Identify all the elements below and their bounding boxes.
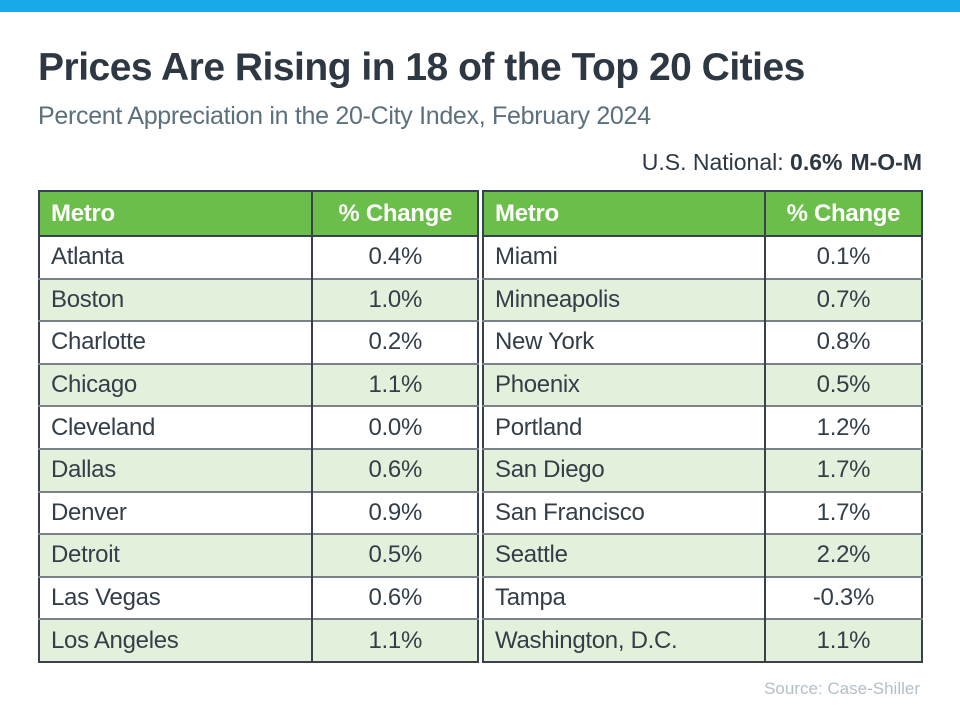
table-row: Denver 0.9% (39, 490, 478, 535)
metro-cell: Minneapolis (483, 277, 765, 322)
metro-cell: Tampa (483, 575, 765, 620)
national-label: U.S. National: (641, 149, 784, 175)
change-cell: 0.2% (311, 320, 478, 364)
left-table: Metro % Change Atlanta 0.4% Boston 1.0% Char… (38, 190, 479, 663)
table-row: Cleveland 0.0% (39, 405, 478, 449)
table-row: Atlanta 0.4% (39, 236, 478, 279)
change-cell: 0.0% (311, 405, 478, 449)
change-cell: 1.1% (311, 618, 478, 662)
source-attribution: Source: Case-Shiller (764, 679, 920, 698)
table-row: San Francisco 1.7% (483, 490, 922, 535)
table-row: Dallas 0.6% (39, 447, 478, 492)
metro-cell: Charlotte (39, 320, 313, 364)
national-suffix: M-O-M (850, 149, 922, 175)
metro-cell: Phoenix (483, 362, 765, 407)
column-header-metro: Metro (483, 191, 765, 237)
change-cell: 0.5% (763, 362, 922, 407)
metro-cell: Miami (483, 236, 765, 279)
table-row: Minneapolis 0.7% (483, 277, 922, 322)
table-row: Washington, D.C. 1.1% (483, 618, 922, 662)
header-row: Metro % Change (39, 191, 478, 237)
national-summary: U.S. National: 0.6% M-O-M (642, 149, 922, 176)
column-header-change: % Change (763, 191, 922, 237)
table-row: San Diego 1.7% (483, 447, 922, 492)
right-table: Metro % Change Miami 0.1% Minneapolis 0.7% N… (482, 190, 923, 663)
metro-cell: Washington, D.C. (483, 618, 765, 662)
metro-cell: Atlanta (39, 236, 313, 279)
change-cell: 1.7% (763, 490, 922, 535)
metro-cell: Boston (39, 277, 313, 322)
metro-cell: New York (483, 320, 765, 364)
change-cell: 0.4% (311, 236, 478, 279)
change-cell: 0.7% (763, 277, 922, 322)
table-row: Charlotte 0.2% (39, 320, 478, 364)
table-row: Las Vegas 0.6% (39, 575, 478, 620)
metro-cell: Chicago (39, 362, 313, 407)
change-cell: -0.3% (763, 575, 922, 620)
left-table-body: Atlanta 0.4% Boston 1.0% Charlotte 0.2% Chicag… (39, 236, 478, 662)
table-row: Detroit 0.5% (39, 533, 478, 577)
metro-cell: Seattle (483, 533, 765, 577)
change-cell: 0.9% (311, 490, 478, 535)
change-cell: 1.0% (311, 277, 478, 322)
table-row: Portland 1.2% (483, 405, 922, 449)
table-row: Seattle 2.2% (483, 533, 922, 577)
metro-cell: Detroit (39, 533, 313, 577)
change-cell: 0.1% (763, 236, 922, 279)
metro-cell: Dallas (39, 447, 313, 492)
metro-cell: San Francisco (483, 490, 765, 535)
change-cell: 1.2% (763, 405, 922, 449)
header-row: Metro % Change (483, 191, 922, 237)
change-cell: 1.1% (311, 362, 478, 407)
table-row: Miami 0.1% (483, 236, 922, 279)
table-row: Tampa -0.3% (483, 575, 922, 620)
metro-cell: Los Angeles (39, 618, 313, 662)
metro-cell: Cleveland (39, 405, 313, 449)
column-header-metro: Metro (39, 191, 313, 237)
metro-cell: Denver (39, 490, 313, 535)
table-row: Chicago 1.1% (39, 362, 478, 407)
national-value: 0.6% (790, 149, 843, 175)
change-cell: 0.6% (311, 447, 478, 492)
page-title: Prices Are Rising in 18 of the Top 20 Ci… (38, 46, 805, 89)
change-cell: 1.1% (763, 618, 922, 662)
metro-appreciation-table: Metro % Change Atlanta 0.4% Boston 1.0% Char… (38, 190, 923, 663)
table-row: New York 0.8% (483, 320, 922, 364)
right-table-body: Miami 0.1% Minneapolis 0.7% New York 0.8% Phoe… (483, 236, 922, 662)
table-row: Los Angeles 1.1% (39, 618, 478, 662)
page-subtitle: Percent Appreciation in the 20-City Inde… (38, 102, 651, 130)
change-cell: 0.8% (763, 320, 922, 364)
metro-cell: San Diego (483, 447, 765, 492)
table-row: Phoenix 0.5% (483, 362, 922, 407)
top-accent-bar (0, 0, 960, 12)
table-row: Boston 1.0% (39, 277, 478, 322)
change-cell: 0.5% (311, 533, 478, 577)
change-cell: 1.7% (763, 447, 922, 492)
metro-cell: Las Vegas (39, 575, 313, 620)
column-header-change: % Change (311, 191, 478, 237)
change-cell: 0.6% (311, 575, 478, 620)
change-cell: 2.2% (763, 533, 922, 577)
metro-cell: Portland (483, 405, 765, 449)
